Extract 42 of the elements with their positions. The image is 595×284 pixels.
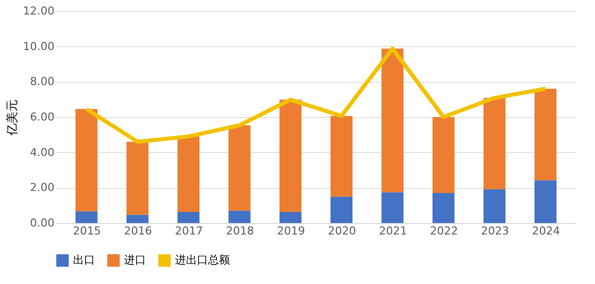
y-tick-label: 2.00 — [30, 181, 54, 194]
y-tick-label: 10.00 — [23, 40, 54, 53]
bar — [484, 189, 506, 223]
x-tick-label: 2018 — [226, 224, 254, 238]
bar — [76, 109, 98, 212]
bar — [330, 196, 352, 223]
bar — [228, 125, 250, 211]
y-tick-label: 6.00 — [30, 110, 54, 124]
x-tick-label: 2020 — [328, 224, 356, 238]
x-tick-label: 2015 — [73, 224, 101, 238]
legend-label: 进出口总额 — [175, 254, 230, 267]
bar — [382, 48, 404, 192]
y-tick-label: 0.00 — [30, 216, 54, 230]
bar — [534, 180, 556, 223]
bar — [432, 192, 454, 223]
line-series — [84, 46, 548, 144]
y-tick-label: 8.00 — [30, 75, 54, 88]
bar — [432, 117, 454, 193]
y-axis-title: 亿美元 — [5, 100, 20, 136]
bar — [228, 210, 250, 223]
bar — [382, 192, 404, 223]
x-tick-label: 2016 — [124, 224, 152, 238]
y-tick-label: 12.00 — [23, 4, 54, 18]
bar — [484, 98, 506, 190]
legend-label: 出口 — [73, 254, 95, 267]
bar — [76, 211, 98, 223]
y-tick-label: 4.00 — [30, 146, 54, 159]
x-tick-label: 2023 — [481, 224, 509, 238]
x-tick-label: 2022 — [430, 224, 458, 238]
bar — [330, 116, 352, 197]
legend-label: 进口 — [124, 254, 146, 267]
bar — [126, 142, 148, 215]
bar — [178, 136, 200, 212]
x-tick-label: 2021 — [379, 224, 407, 238]
x-tick-label: 2017 — [175, 224, 203, 238]
bar — [126, 214, 148, 223]
bar — [280, 100, 302, 212]
x-tick-label: 2019 — [277, 224, 305, 238]
bar — [534, 88, 556, 180]
bar — [280, 212, 302, 223]
x-tick-label: 2024 — [532, 224, 560, 238]
bar — [178, 212, 200, 223]
